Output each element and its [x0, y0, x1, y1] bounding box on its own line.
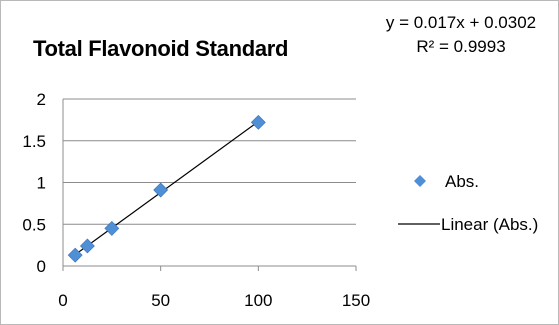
y-tick-label: 2 [37, 90, 46, 109]
x-tick-label: 50 [151, 291, 170, 310]
x-tick-label: 100 [244, 291, 272, 310]
r-squared-label: R² = 0.9993 [416, 37, 506, 56]
y-tick-label: 0.5 [22, 215, 46, 234]
data-point [79, 238, 95, 254]
trendline-equation: y = 0.017x + 0.0302 [385, 13, 537, 32]
data-point [104, 221, 120, 236]
legend-label-trendline: Linear (Abs.) [441, 215, 538, 234]
y-tick-label: 1 [37, 174, 46, 193]
legend-marker-abs [414, 175, 426, 187]
data-point [250, 114, 266, 130]
x-tick-label: 0 [58, 291, 67, 310]
y-tick-label: 0 [37, 257, 46, 276]
legend-label-abs: Abs. [445, 172, 479, 191]
trendline [74, 121, 259, 256]
data-point [67, 247, 83, 263]
y-tick-label: 1.5 [22, 132, 46, 151]
chart-title: Total Flavonoid Standard [33, 36, 289, 61]
data-point [153, 182, 169, 198]
x-tick-label: 150 [342, 291, 370, 310]
